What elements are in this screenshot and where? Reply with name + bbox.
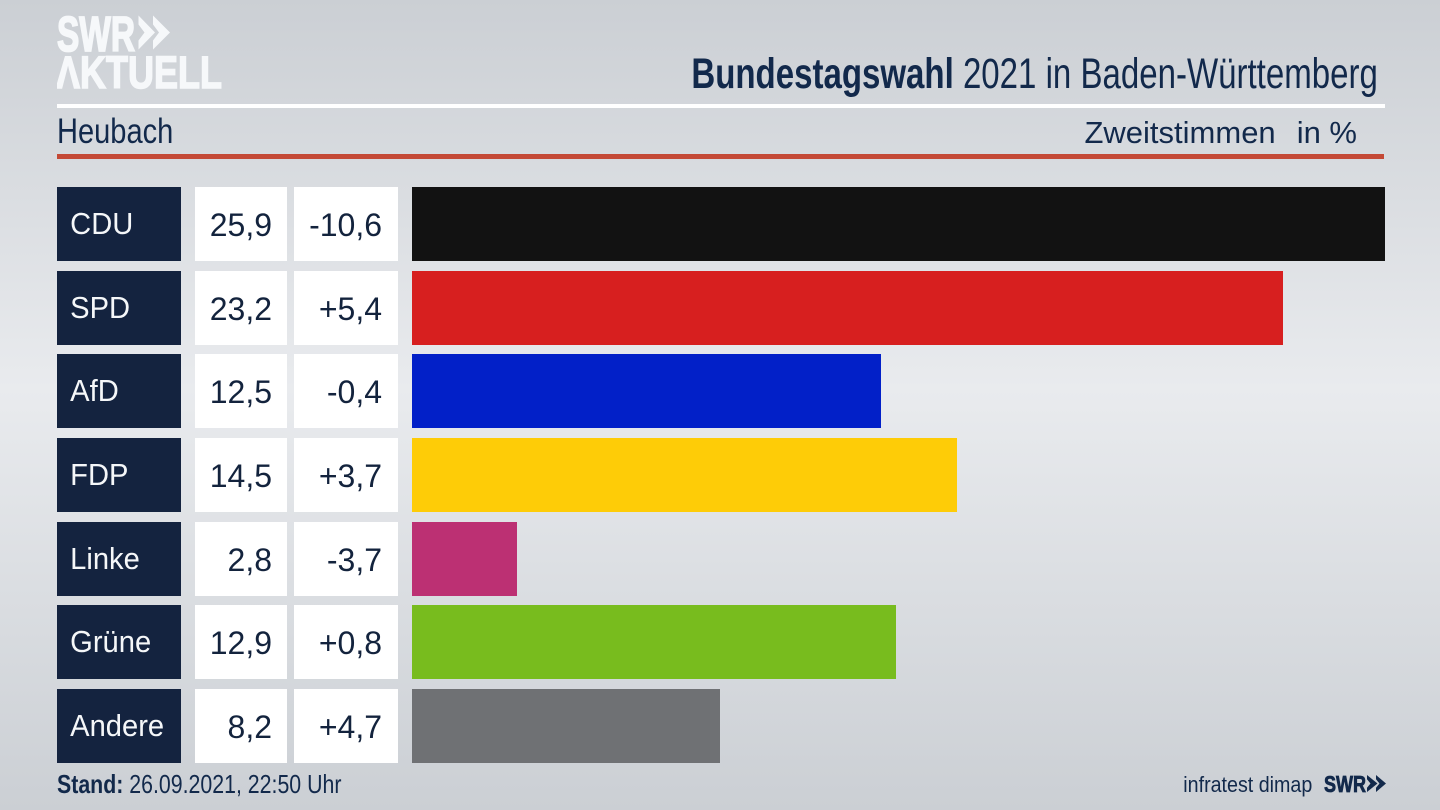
svg-text:SWR: SWR [1324,772,1366,796]
svg-text:ΛKTUELL: ΛKTUELL [57,47,222,98]
svg-text:SWR: SWR [57,8,135,62]
